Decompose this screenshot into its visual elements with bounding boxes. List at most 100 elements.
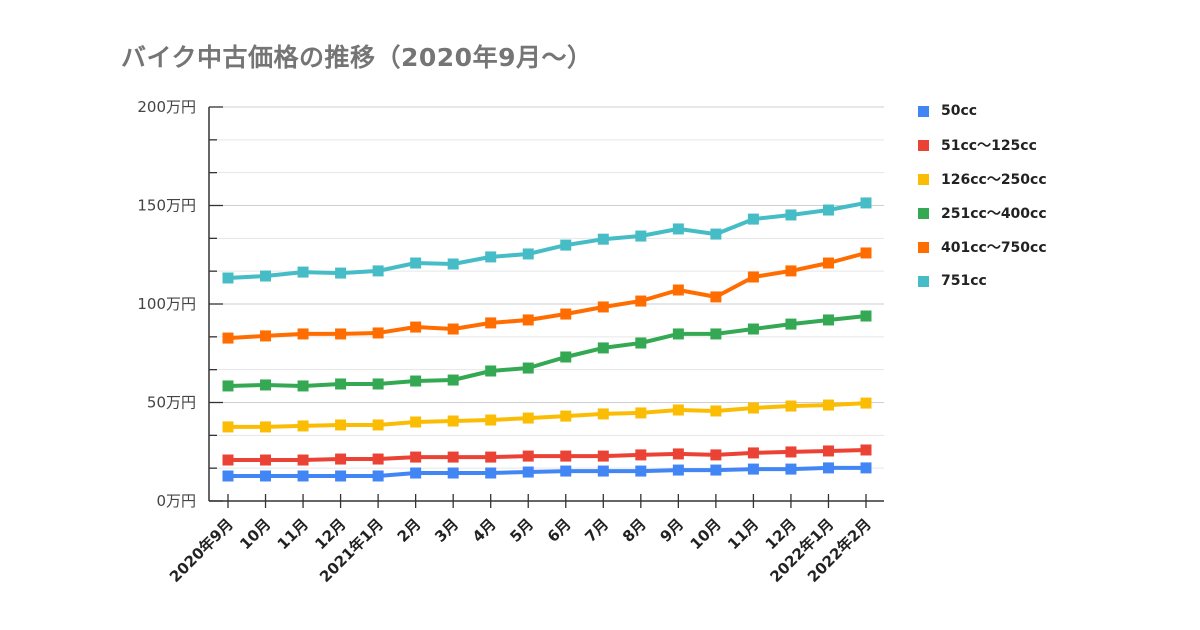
- series-126cc〜250cc: [222, 397, 872, 433]
- series-751cc: [222, 197, 872, 284]
- legend-label: 126cc〜250cc: [941, 172, 1047, 188]
- data-point: [860, 310, 872, 322]
- data-point: [297, 470, 309, 482]
- legend-swatch: [918, 207, 929, 219]
- data-point: [597, 233, 609, 245]
- legend-label: 251cc〜400cc: [941, 206, 1047, 222]
- data-point: [485, 451, 497, 463]
- data-point: [710, 328, 722, 340]
- data-point: [522, 450, 534, 462]
- x-tick-label: 10月: [236, 515, 274, 553]
- data-point: [297, 420, 309, 432]
- data-point: [222, 272, 234, 284]
- data-point: [335, 470, 347, 482]
- legend-item: 126cc〜250cc: [918, 162, 1047, 196]
- legend-swatch: [918, 139, 929, 151]
- data-point: [447, 415, 459, 427]
- data-point: [372, 419, 384, 431]
- data-point: [372, 327, 384, 339]
- data-point: [485, 467, 497, 479]
- x-tick-label: 6月: [544, 515, 575, 546]
- data-point: [335, 267, 347, 279]
- data-point: [672, 448, 684, 460]
- data-point: [410, 451, 422, 463]
- series-line: [227, 200, 867, 280]
- data-point: [410, 467, 422, 479]
- series-401cc〜750cc: [222, 247, 872, 344]
- data-point: [785, 463, 797, 475]
- y-axis-ticks: 0万円 50万円 100万円 150万円 200万円: [137, 98, 196, 510]
- data-point: [522, 248, 534, 260]
- legend-item: 50cc: [918, 94, 1047, 128]
- data-point: [260, 454, 272, 466]
- data-point: [560, 239, 572, 251]
- data-point: [785, 209, 797, 221]
- data-point: [635, 407, 647, 419]
- data-point: [560, 450, 572, 462]
- series-line: [228, 401, 867, 429]
- legend-label: 751cc: [941, 273, 987, 289]
- data-point: [522, 466, 534, 478]
- data-point: [297, 328, 309, 340]
- y-tick-label: 100万円: [137, 295, 196, 313]
- data-point: [597, 301, 609, 313]
- x-tick-label: 7月: [581, 515, 612, 546]
- data-point: [822, 399, 834, 411]
- data-point: [597, 342, 609, 354]
- data-point: [747, 463, 759, 475]
- gridlines: [209, 106, 884, 502]
- data-point: [372, 265, 384, 277]
- data-point: [672, 223, 684, 235]
- y-tick-label: 0万円: [156, 492, 196, 510]
- legend-item: 251cc〜400cc: [918, 196, 1047, 230]
- x-tick-label: 11月: [274, 515, 312, 553]
- data-point: [372, 378, 384, 390]
- data-point: [260, 470, 272, 482]
- data-point: [710, 405, 722, 417]
- data-point: [822, 462, 834, 474]
- x-tick-label: 5月: [506, 515, 537, 546]
- data-point: [260, 379, 272, 391]
- data-point: [672, 328, 684, 340]
- data-point: [560, 308, 572, 320]
- data-point: [522, 314, 534, 326]
- data-point: [635, 465, 647, 477]
- series-line: [227, 251, 867, 341]
- data-point: [447, 467, 459, 479]
- x-tick-label: 10月: [687, 515, 725, 553]
- series-251cc〜400cc: [222, 310, 872, 392]
- data-point: [860, 197, 872, 209]
- data-point: [710, 449, 722, 461]
- data-point: [860, 397, 872, 409]
- data-point: [297, 266, 309, 278]
- data-point: [485, 365, 497, 377]
- legend-label: 50cc: [941, 103, 978, 119]
- legend-swatch: [918, 241, 929, 253]
- data-point: [710, 291, 722, 303]
- legend-label: 51cc〜125cc: [941, 138, 1037, 154]
- data-point: [635, 449, 647, 461]
- data-point: [635, 230, 647, 242]
- legend-item: 51cc〜125cc: [918, 128, 1047, 162]
- chart-title: バイク中古価格の推移（2020年9月〜）: [121, 43, 593, 72]
- data-point: [635, 337, 647, 349]
- legend-label: 401cc〜750cc: [941, 240, 1047, 256]
- data-point: [485, 414, 497, 426]
- data-point: [597, 450, 609, 462]
- data-point: [335, 328, 347, 340]
- legend-swatch: [918, 173, 929, 185]
- data-point: [822, 314, 834, 326]
- data-point: [597, 465, 609, 477]
- data-point: [522, 362, 534, 374]
- data-point: [597, 408, 609, 420]
- data-point: [860, 462, 872, 474]
- data-point: [747, 323, 759, 335]
- data-point: [747, 213, 759, 225]
- y-tick-label: 200万円: [137, 98, 196, 116]
- data-point: [672, 404, 684, 416]
- data-point: [222, 421, 234, 433]
- data-point: [785, 265, 797, 277]
- legend-item: 401cc〜750cc: [918, 230, 1047, 264]
- data-point: [860, 444, 872, 456]
